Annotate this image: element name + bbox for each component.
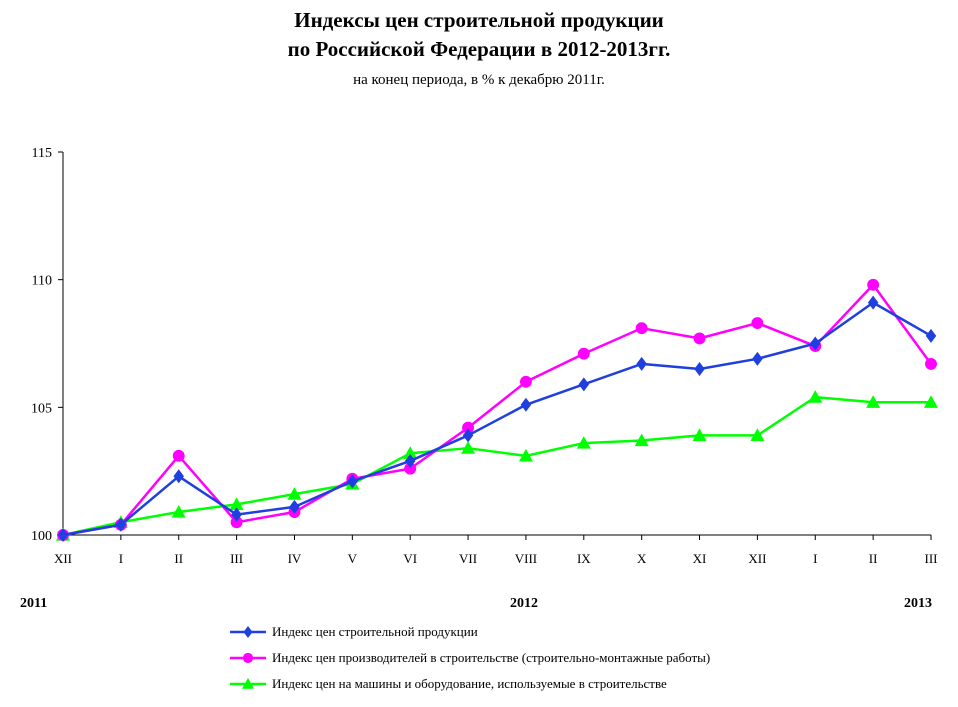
chart-title-line2: по Российской Федерации в 2012-2013гг. — [287, 37, 671, 61]
data-point-triangle — [634, 433, 649, 447]
legend-label: Индекс цен строительной продукции — [272, 624, 478, 639]
data-point-triangle — [461, 441, 476, 454]
series-line-diamond — [62, 301, 932, 537]
data-point-circle — [172, 449, 185, 462]
data-point-circle — [242, 652, 254, 664]
x-tick-label: IX — [577, 551, 591, 566]
data-point-triangle — [229, 497, 244, 510]
legend-label: Индекс цен производителей в строительств… — [272, 650, 711, 665]
x-tick-label: VII — [459, 551, 477, 566]
legend-swatch-triangle — [230, 678, 266, 689]
data-point-circle — [635, 322, 648, 335]
y-tick-label: 100 — [31, 529, 52, 544]
data-point-circle — [925, 357, 937, 370]
year-label-2012: 2012 — [510, 596, 538, 611]
x-tick-label: XII — [748, 551, 766, 566]
x-tick-label: XII — [54, 551, 72, 566]
x-tick-label: I — [813, 551, 817, 566]
data-point-diamond — [231, 507, 242, 522]
x-tick-label: V — [348, 551, 358, 566]
y-tick-label: 110 — [32, 274, 52, 289]
data-point-diamond — [752, 351, 763, 366]
data-point-diamond — [867, 295, 879, 310]
data-point-circle — [404, 462, 417, 475]
data-point-diamond — [404, 453, 416, 468]
x-tick-label: VIII — [515, 551, 537, 566]
x-tick-label: III — [925, 551, 938, 566]
data-point-triangle — [692, 428, 707, 442]
x-tick-label: I — [119, 551, 123, 566]
series-line-triangle — [62, 395, 931, 537]
x-tick-label: XI — [693, 551, 707, 566]
data-point-diamond — [810, 336, 821, 351]
x-tick-label: IV — [288, 551, 302, 566]
data-point-triangle — [750, 428, 765, 442]
data-point-diamond — [694, 362, 705, 377]
chart-series — [56, 278, 938, 542]
data-point-circle — [867, 278, 880, 291]
x-tick-label: VI — [403, 551, 417, 566]
series-triangle — [56, 390, 938, 541]
data-point-triangle — [518, 448, 533, 462]
data-point-diamond — [636, 356, 647, 371]
data-point-diamond — [578, 377, 590, 392]
data-point-circle — [577, 347, 590, 360]
year-label-2011: 2011 — [20, 596, 48, 611]
y-tick-label: 115 — [32, 146, 52, 161]
data-point-diamond — [347, 474, 358, 489]
data-point-triangle — [924, 395, 938, 408]
series-circle — [57, 278, 937, 541]
data-point-diamond — [115, 517, 127, 532]
series-line-circle — [62, 283, 933, 537]
data-point-circle — [693, 332, 706, 345]
data-point-diamond — [925, 328, 937, 343]
chart-title-line1: Индексы цен строительной продукции — [294, 8, 664, 32]
data-point-circle — [230, 516, 243, 529]
legend-swatch-diamond — [230, 626, 266, 638]
data-point-triangle — [808, 390, 823, 403]
chart-subtitle: на конец периода, в % к декабрю 2011г. — [353, 72, 605, 88]
year-label-2013: 2013 — [904, 596, 932, 611]
data-point-circle — [462, 421, 475, 434]
data-point-diamond — [57, 528, 69, 542]
data-point-circle — [519, 375, 532, 388]
data-point-triangle — [171, 505, 186, 518]
x-tick-label: II — [174, 551, 183, 566]
data-point-diamond — [243, 626, 253, 638]
series-diamond — [57, 295, 937, 542]
data-point-diamond — [289, 499, 300, 514]
x-tick-label: III — [230, 551, 243, 566]
legend-swatch-circle — [230, 652, 266, 664]
data-point-triangle — [242, 678, 254, 689]
y-tick-label: 105 — [31, 401, 52, 416]
legend-label: Индекс цен на машины и оборудование, исп… — [272, 676, 667, 691]
data-point-diamond — [520, 397, 532, 412]
data-point-triangle — [866, 395, 881, 408]
data-point-diamond — [173, 469, 184, 484]
data-point-diamond — [462, 428, 474, 443]
x-tick-label: X — [637, 551, 647, 566]
x-tick-label: II — [869, 551, 878, 566]
data-point-triangle — [403, 446, 418, 459]
data-point-triangle — [287, 487, 302, 500]
data-point-triangle — [576, 436, 591, 449]
data-point-circle — [751, 317, 764, 330]
